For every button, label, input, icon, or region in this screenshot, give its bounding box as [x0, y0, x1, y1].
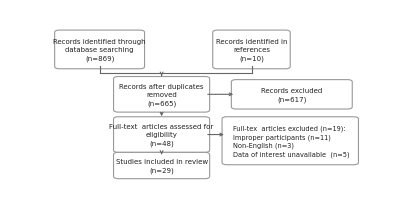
FancyBboxPatch shape	[114, 153, 210, 179]
Text: Studies included in review
(n=29): Studies included in review (n=29)	[116, 158, 208, 173]
FancyBboxPatch shape	[222, 117, 358, 165]
FancyBboxPatch shape	[55, 31, 144, 69]
Text: Records excluded
(n=617): Records excluded (n=617)	[261, 88, 322, 102]
Text: Full-text  articles assessed for
eligibility
(n=48): Full-text articles assessed for eligibil…	[110, 124, 214, 146]
FancyBboxPatch shape	[114, 117, 210, 153]
Text: Records identified through
database searching
(n=869): Records identified through database sear…	[53, 39, 146, 61]
Text: Records after duplicates
removed
(n=665): Records after duplicates removed (n=665)	[119, 84, 204, 106]
FancyBboxPatch shape	[114, 77, 210, 113]
FancyBboxPatch shape	[213, 31, 290, 69]
Text: Records identified in
references
(n=10): Records identified in references (n=10)	[216, 39, 287, 61]
FancyBboxPatch shape	[231, 80, 352, 109]
Text: Full-tex  articles excluded (n=19):
Improper participants (n=11)
Non-English (n=: Full-tex articles excluded (n=19): Impro…	[233, 125, 350, 157]
